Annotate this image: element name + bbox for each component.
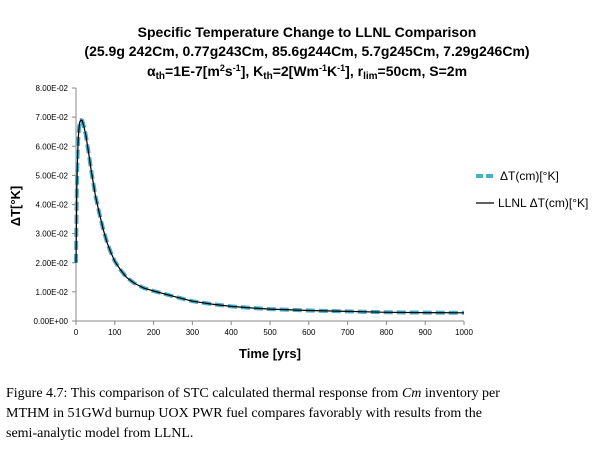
y-tick-label: 7.00E-02	[36, 113, 69, 122]
x-tick-label: 200	[147, 328, 161, 337]
x-tick-label: 300	[186, 328, 200, 337]
x-tick-label: 800	[380, 328, 394, 337]
plot-area: 0.00E+00 1.00E-02 2.00E-02 3.00E-02 4.00E-02…	[34, 84, 474, 337]
chart-title: Specific Temperature Change to LLNL Comp…	[138, 24, 477, 40]
y-tick-label: 8.00E-02	[36, 84, 69, 93]
series-line-model	[74, 118, 465, 315]
x-tick-label: 900	[419, 328, 433, 337]
x-tick-label: 0	[74, 328, 79, 337]
x-tick-label: 100	[108, 328, 122, 337]
x-tick-label: 500	[263, 328, 277, 337]
y-tick-label: 2.00E-02	[36, 259, 69, 268]
y-tick-label: 0.00E+00	[34, 317, 69, 326]
chart-params: αth=1E-7[m2s-1], Kth=2[Wm-1K-1], rlim=50…	[147, 63, 467, 82]
x-axis-title: Time [yrs]	[239, 346, 301, 361]
x-tick-label: 600	[302, 328, 316, 337]
caption-line-1: Figure 4.7: This comparison of STC calcu…	[6, 386, 500, 401]
y-tick-label: 1.00E-02	[36, 288, 69, 297]
y-axis-title: ΔT[°K]	[8, 186, 23, 227]
chart: Specific Temperature Change to LLNL Comp…	[8, 24, 588, 361]
y-tick-label: 6.00E-02	[36, 142, 69, 151]
y-tick-label: 5.00E-02	[36, 171, 69, 180]
x-tick-label: 400	[225, 328, 239, 337]
y-tick-label: 3.00E-02	[36, 230, 69, 239]
caption-line-2: MTHM in 51GWd burnup UOX PWR fuel compar…	[6, 406, 482, 421]
x-tick-label: 1000	[455, 328, 473, 337]
legend: ΔT(cm)[°K] LLNL ΔT(cm)[°K]	[476, 169, 588, 210]
legend-label-model: ΔT(cm)[°K]	[500, 169, 559, 183]
caption-line-3: semi-analytic model from LLNL.	[6, 426, 194, 441]
series-line-llnl	[75, 119, 465, 314]
x-tick-label: 700	[341, 328, 355, 337]
legend-label-llnl: LLNL ΔT(cm)[°K]	[498, 196, 588, 210]
chart-subtitle: (25.9g 242Cm, 0.77g243Cm, 85.6g244Cm, 5.…	[84, 43, 529, 59]
figure-caption: Figure 4.7: This comparison of STC calcu…	[6, 384, 606, 444]
y-tick-label: 4.00E-02	[36, 201, 69, 210]
